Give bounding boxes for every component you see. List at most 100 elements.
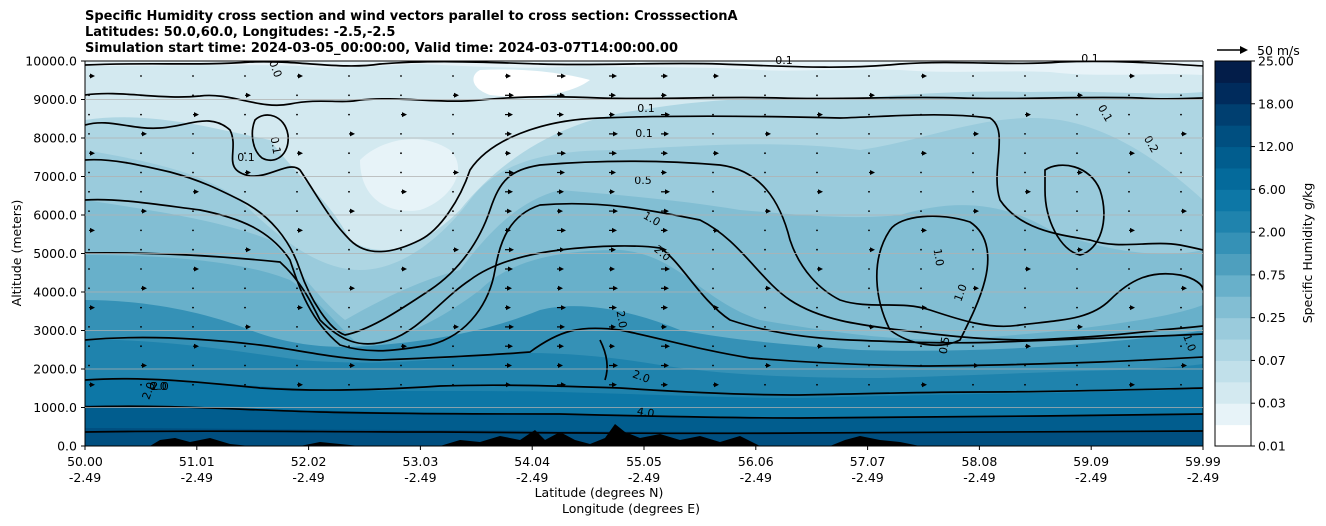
wind-vector [1077,170,1083,175]
wind-vector [764,268,766,270]
wind-vector [816,248,818,251]
y-tick-label: 0.0 [57,439,77,454]
wind-vector [609,208,618,214]
wind-vector [661,112,670,118]
chart-title: Specific Humidity cross section and wind… [85,9,738,57]
wind-vector [557,363,563,368]
wind-vector [452,364,454,367]
wind-vector [921,227,927,233]
wind-vector [452,133,454,135]
wind-vector [1128,345,1130,348]
x-tick-label-lon: -2.49 [292,470,324,485]
wind-vector [1076,133,1078,135]
colorbar-segment [1215,167,1251,190]
colorbar-segment [1215,403,1251,426]
colorbar: 0.01 0.03 0.07 0.25 0.75 2.00 6.00 12.00 18.00 25… [1214,54,1294,454]
wind-vector [192,133,194,135]
wind-vector [1024,152,1026,155]
wind-vector [1076,152,1078,155]
wind-vector [297,73,303,79]
contour-label: 0.5 [634,174,652,187]
wind-vector [401,112,407,118]
wind-vector [557,343,564,349]
y-tick-label: 6000.0 [33,208,77,223]
wind-vector [453,324,459,330]
wind-vector [1180,190,1182,193]
wind-vector [972,75,974,77]
x-tick-label-lon: -2.49 [963,470,995,485]
y-tick-label: 1000.0 [33,400,77,415]
wind-vector [764,306,766,309]
wind-vector [348,171,350,174]
wind-vector [296,248,298,251]
wind-vector [192,171,194,174]
wind-vector [920,94,922,97]
wind-vector [712,364,714,367]
wind-vector [816,75,818,77]
wind-vector [868,75,870,77]
wind-vector [661,324,667,330]
wind-vector [868,287,870,290]
quiver-key-label: 50 m/s [1257,43,1300,58]
colorbar-segment [1215,146,1251,169]
wind-vector [193,189,199,195]
wind-vector [453,170,459,175]
y-tick-label: 7000.0 [33,169,77,184]
wind-vector [348,75,350,77]
wind-vector [88,287,90,290]
wind-vector [452,229,454,232]
wind-vector [400,248,402,251]
wind-vector [1024,287,1026,290]
wind-vector [713,227,719,233]
wind-vector [1129,150,1135,156]
wind-vector [661,382,668,388]
colorbar-frame [1214,60,1252,447]
wind-vector [1128,326,1130,328]
wind-vector [1128,133,1130,135]
wind-vector [764,248,766,251]
wind-vector [1076,345,1078,348]
wind-vector [505,266,513,272]
wind-vector [400,171,402,174]
wind-vector [1024,210,1026,213]
wind-vector [868,364,870,367]
wind-vector [140,94,142,97]
x-tick-label-lat: 57.07 [850,454,886,469]
wind-vector [712,268,714,270]
wind-vector [661,305,668,311]
wind-vector [609,266,615,272]
x-tick-label-lat: 53.03 [403,454,439,469]
wind-vector [244,287,246,290]
wind-vector [453,247,459,253]
wind-vector [505,343,513,349]
contour-lines [85,61,1203,435]
contour-line [85,92,1203,106]
colorbar-segment [1215,424,1251,447]
wind-vector [661,150,668,156]
contour-line [85,158,1203,336]
x-tick-label-lat: 51.01 [179,454,215,469]
wind-vector [400,210,402,213]
wind-vector [244,229,246,232]
colorbar-tick-label: 18.00 [1258,96,1294,111]
wind-vector [141,131,147,137]
wind-vector [1129,73,1135,79]
wind-vector [609,324,616,330]
wind-vector [920,171,922,174]
wind-vector [712,133,714,135]
contour-label: 2.0 [151,380,169,393]
x-tick-label-lon: -2.49 [740,470,772,485]
wind-vector [921,305,927,311]
wind-vector [661,227,668,233]
wind-vector [452,113,454,116]
colorbar-segment [1215,360,1251,383]
wind-vector [505,208,512,214]
wind-vector [868,210,870,213]
wind-vector [557,324,565,330]
wind-vector [1024,171,1026,174]
wind-vector [816,229,818,232]
wind-vector [1024,326,1026,328]
wind-vector [400,75,402,77]
wind-vector [297,150,303,156]
wind-vector [609,363,618,368]
